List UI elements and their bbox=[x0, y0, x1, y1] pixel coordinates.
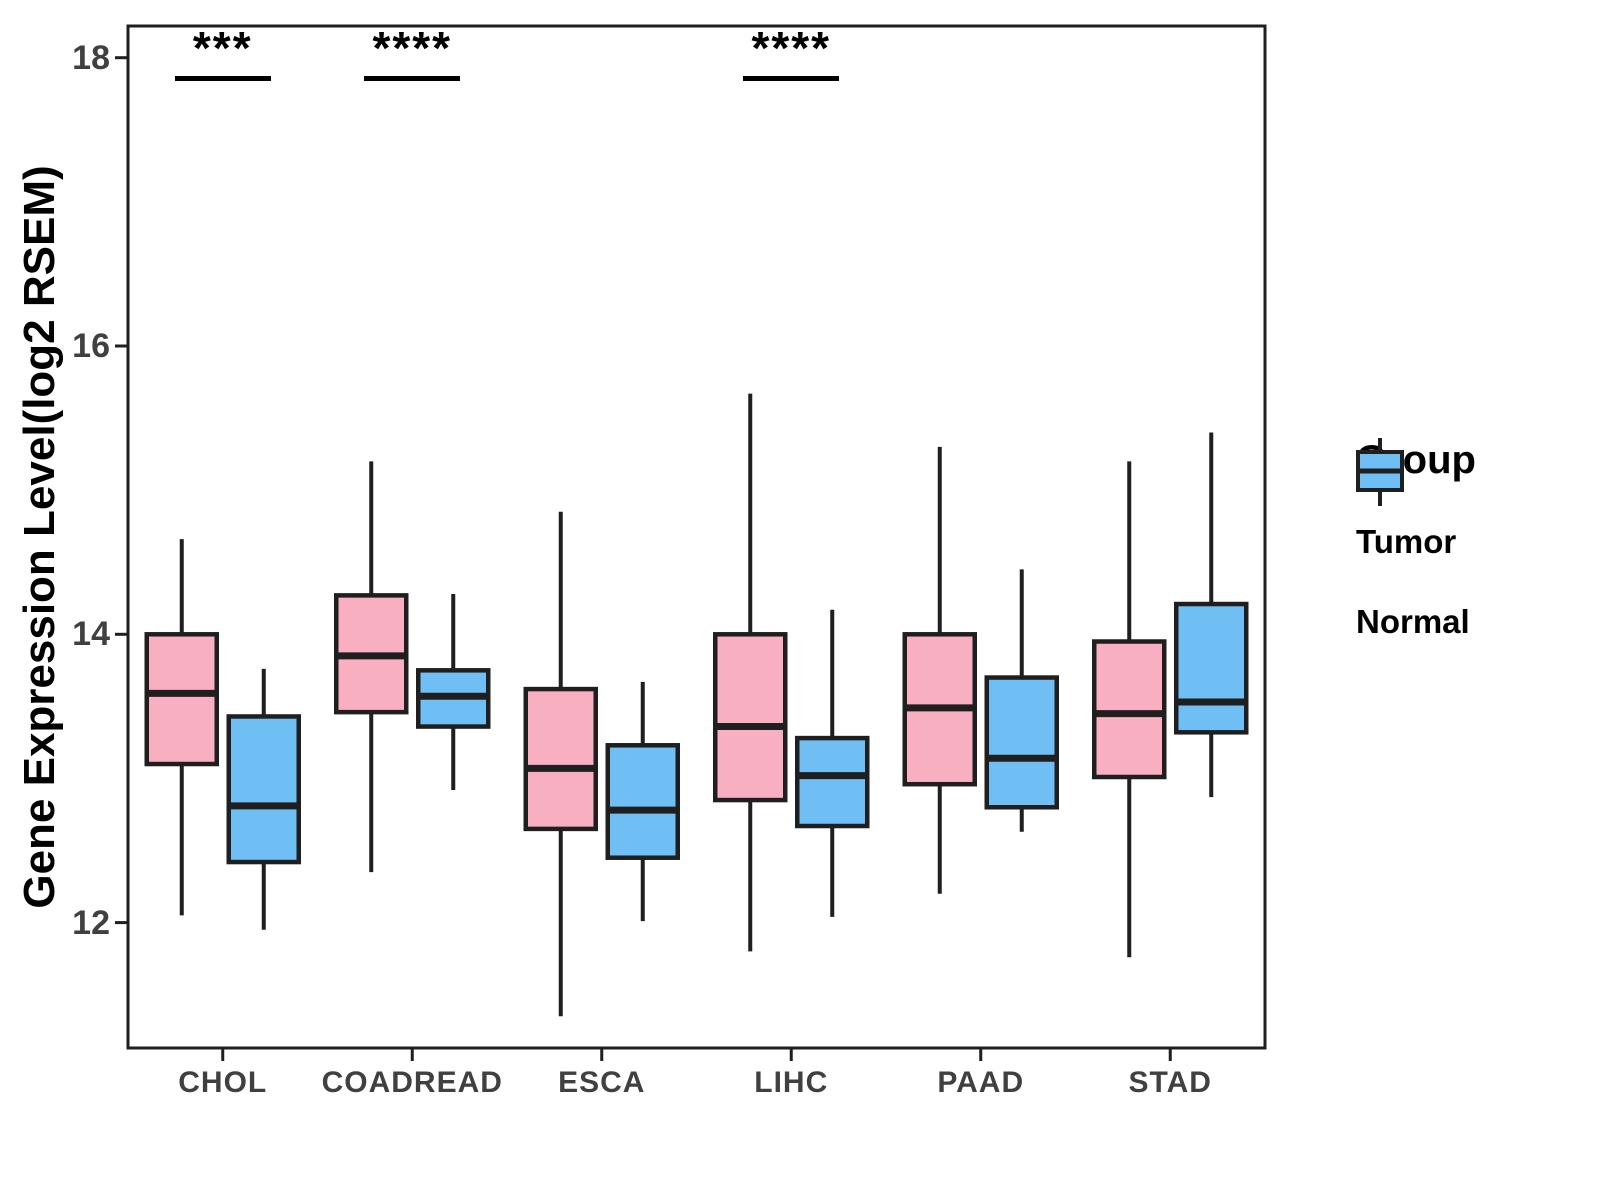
legend: Group Tumor Normal bbox=[1356, 438, 1476, 667]
x-category-label: PAAD bbox=[937, 1066, 1025, 1099]
legend-label-normal: Normal bbox=[1356, 603, 1470, 640]
x-category-label: STAD bbox=[1128, 1066, 1212, 1099]
legend-entry-tumor: Tumor bbox=[1356, 438, 1476, 577]
x-category-label: ESCA bbox=[558, 1066, 646, 1099]
significance-annotation: **** bbox=[743, 22, 840, 81]
legend-entry-normal: Normal bbox=[1356, 438, 1476, 657]
x-category-label: CHOL bbox=[178, 1066, 268, 1099]
y-axis-title: Gene Expression Level(log2 RSEM) bbox=[15, 165, 64, 909]
significance-annotation: **** bbox=[364, 22, 461, 81]
legend-label-tumor: Tumor bbox=[1356, 523, 1457, 560]
normal-boxplot-swatch-icon bbox=[1356, 438, 1404, 506]
x-category-label: LIHC bbox=[754, 1066, 829, 1099]
y-tick-label: 16 bbox=[72, 327, 110, 365]
y-tick-label: 18 bbox=[72, 38, 110, 77]
y-tick-label: 12 bbox=[72, 903, 110, 942]
x-category-label: COADREAD bbox=[321, 1066, 503, 1099]
y-tick-label: 14 bbox=[72, 615, 110, 654]
significance-annotation: *** bbox=[174, 22, 271, 81]
